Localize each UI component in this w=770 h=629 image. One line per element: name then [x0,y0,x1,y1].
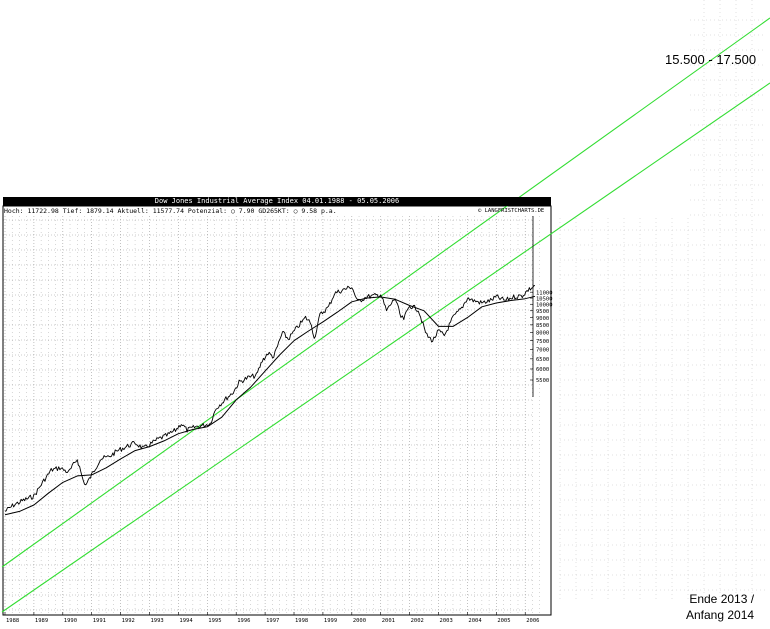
channel-upper-line [1,17,770,568]
x-tick-label: 1998 [295,618,308,624]
series-layer [4,285,536,516]
y-tick-label: 7000 [536,348,549,354]
x-tick-label: 1990 [64,618,77,624]
grid-lines [3,216,540,615]
x-tick-label: 1999 [324,618,337,624]
target-date-line1: Ende 2013 / [689,592,755,606]
target-date-line2: Anfang 2014 [686,608,755,622]
x-tick-label: 2003 [440,618,453,624]
x-axis: 1988 1989 1990 1991 1992 1993 1994 1995 1996 1997… [4,612,539,624]
x-tick-label: 2002 [411,618,424,624]
channel-lower-line [1,82,770,613]
x-tick-label: 1992 [122,618,135,624]
y-tick-label: 11000 [536,290,553,296]
x-tick-label: 1997 [266,618,279,624]
y-tick-label: 10500 [536,296,553,302]
target-range-label: 15.500 - 17.500 [665,52,757,67]
stats-row: Hoch: 11722.98 Tief: 1879.14 Aktuell: 11… [4,207,337,215]
series-moving-average-line [4,295,536,516]
y-tick-label: 10000 [536,302,553,308]
x-tick-label: 2001 [382,618,395,624]
series-price-line [4,285,536,512]
y-axis: 5500 6000 6500 7000 7500 8000 8500900095001000… [530,216,553,397]
y-tick-label: 8500 [536,323,549,329]
y-tick-label: 6500 [536,357,549,363]
chart-title: Dow Jones Industrial Average Index 04.01… [3,197,551,206]
x-tick-label: 2005 [497,618,510,624]
y-tick-label: 5500 [536,378,549,384]
y-tick-label: 6000 [536,367,549,373]
plot-frame [2,205,552,616]
x-tick-label: 1996 [237,618,250,624]
x-tick-label: 2006 [526,618,539,624]
target-date-label: Ende 2013 / Anfang 2014 [686,591,754,623]
x-tick-label: 2000 [353,618,366,624]
x-tick-label: 1991 [93,618,106,624]
right-extension-grid [559,0,765,600]
x-tick-label: 1993 [151,618,164,624]
trend-channel [1,17,770,613]
y-tick-label: 9000 [536,316,549,322]
x-tick-label: 1994 [179,618,193,624]
x-tick-label: 1995 [208,618,221,624]
x-tick-label: 1989 [35,618,48,624]
copyright-label: © LANGFRISTCHARTS.DE [478,208,545,214]
y-tick-label: 9500 [536,309,549,315]
x-tick-label: 1988 [6,618,19,624]
y-tick-label: 8000 [536,331,549,337]
y-tick-label: 7500 [536,339,549,345]
x-tick-label: 2004 [468,618,482,624]
